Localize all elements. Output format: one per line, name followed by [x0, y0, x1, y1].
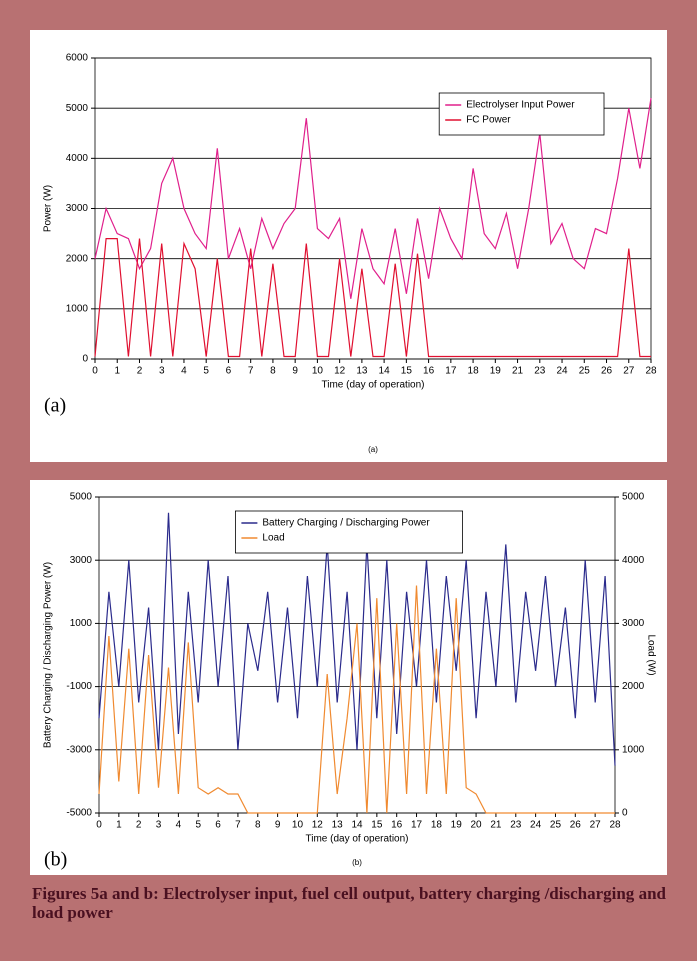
legend-label: Load	[262, 533, 284, 544]
x-tick-label: 1	[114, 366, 120, 377]
y-tick-label: -3000	[66, 744, 92, 755]
y-tick-label: -1000	[66, 681, 92, 692]
series-line	[98, 512, 616, 766]
legend-box	[438, 92, 605, 136]
y-tick-label: 5000	[70, 492, 93, 503]
x-tick-label: 15	[401, 366, 413, 377]
x-tick-label: 10	[292, 820, 304, 831]
y-tick-label: 2000	[66, 253, 89, 264]
x-tick-label: 21	[512, 366, 524, 377]
x-tick-label: 13	[332, 820, 344, 831]
x-tick-label: 7	[235, 820, 241, 831]
x-tick-label: 2	[136, 820, 142, 831]
x-tick-label: 5	[203, 366, 209, 377]
x-tick-label: 14	[379, 366, 391, 377]
x-tick-label: 2	[137, 366, 143, 377]
y2-tick-label: 4000	[622, 555, 645, 566]
y-tick-label: 4000	[66, 153, 89, 164]
x-tick-label: 23	[534, 366, 546, 377]
panel-label: (a)	[44, 395, 66, 417]
y-tick-label: 1000	[66, 303, 89, 314]
x-tick-label: 25	[550, 820, 562, 831]
x-tick-label: 5	[195, 820, 201, 831]
x-tick-label: 8	[255, 820, 261, 831]
y-axis-title: Battery Charging / Discharging Power (W)	[43, 562, 54, 748]
y-tick-label: 3000	[66, 203, 89, 214]
x-tick-label: 27	[623, 366, 635, 377]
legend-label: Battery Charging / Discharging Power	[262, 518, 430, 529]
x-tick-label: 19	[451, 820, 463, 831]
legend-label: FC Power	[466, 115, 511, 126]
x-tick-label: 16	[423, 366, 435, 377]
x-tick-label: 16	[391, 820, 403, 831]
sub-label: (a)	[368, 445, 378, 454]
x-tick-label: 12	[334, 366, 346, 377]
x-tick-label: 19	[490, 366, 502, 377]
series-line	[94, 238, 651, 358]
x-tick-label: 9	[292, 366, 298, 377]
x-tick-label: 18	[468, 366, 480, 377]
x-tick-label: 13	[356, 366, 368, 377]
y-tick-label: 5000	[66, 103, 89, 114]
x-axis-title: Time (day of operation)	[321, 380, 424, 391]
x-tick-label: 8	[270, 366, 276, 377]
y-tick-label: 0	[82, 354, 88, 365]
plot-frame	[98, 496, 616, 814]
sub-label: (b)	[352, 858, 362, 867]
x-tick-label: 15	[371, 820, 383, 831]
series-line	[94, 98, 652, 299]
y2-tick-label: 5000	[622, 492, 645, 503]
x-tick-label: 26	[570, 820, 582, 831]
x-tick-label: 4	[181, 366, 187, 377]
x-tick-label: 28	[609, 820, 621, 831]
y2-tick-label: 0	[622, 808, 628, 819]
x-tick-label: 17	[445, 366, 457, 377]
x-tick-label: 27	[590, 820, 602, 831]
x-tick-label: 4	[176, 820, 182, 831]
x-axis-title: Time (day of operation)	[305, 834, 408, 845]
x-tick-label: 0	[96, 820, 102, 831]
x-tick-label: 10	[312, 366, 324, 377]
y2-axis-title: Load (W)	[645, 634, 656, 675]
y-tick-label: 6000	[66, 53, 89, 64]
x-tick-label: 9	[275, 820, 281, 831]
x-tick-label: 0	[92, 366, 98, 377]
series-line	[98, 585, 615, 814]
legend-box	[234, 510, 463, 554]
x-tick-label: 17	[411, 820, 423, 831]
x-tick-label: 24	[530, 820, 542, 831]
x-tick-label: 12	[312, 820, 324, 831]
x-tick-label: 21	[490, 820, 502, 831]
y-tick-label: -5000	[66, 808, 92, 819]
y-tick-label: 3000	[70, 555, 93, 566]
x-tick-label: 6	[215, 820, 221, 831]
x-tick-label: 7	[248, 366, 254, 377]
y-axis-title: Power (W)	[43, 185, 54, 232]
x-tick-label: 25	[579, 366, 591, 377]
x-tick-label: 23	[510, 820, 522, 831]
x-tick-label: 6	[226, 366, 232, 377]
legend-label: Electrolyser Input Power	[466, 100, 575, 111]
x-tick-label: 1	[116, 820, 122, 831]
caption: Figures 5a and b: Electrolyser input, fu…	[32, 884, 666, 922]
x-tick-label: 28	[645, 366, 657, 377]
y2-tick-label: 2000	[622, 681, 645, 692]
x-tick-label: 3	[156, 820, 162, 831]
plot-frame	[94, 57, 652, 360]
x-tick-label: 3	[159, 366, 165, 377]
y-tick-label: 1000	[70, 618, 93, 629]
y2-tick-label: 1000	[622, 744, 645, 755]
y2-tick-label: 3000	[622, 618, 645, 629]
panel-label: (b)	[44, 849, 67, 871]
x-tick-label: 14	[351, 820, 363, 831]
x-tick-label: 20	[471, 820, 483, 831]
x-tick-label: 26	[601, 366, 613, 377]
x-tick-label: 24	[556, 366, 568, 377]
x-tick-label: 18	[431, 820, 443, 831]
